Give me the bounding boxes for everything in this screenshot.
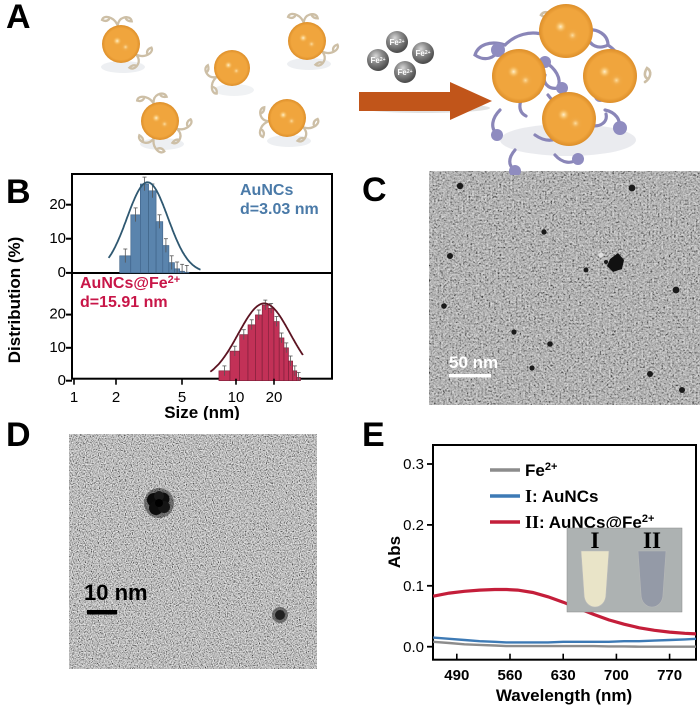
svg-text:770: 770: [657, 667, 682, 684]
svg-text:0.3: 0.3: [403, 456, 424, 473]
svg-text:Wavelength (nm): Wavelength (nm): [496, 686, 632, 705]
svg-text:560: 560: [497, 667, 522, 684]
svg-text:700: 700: [604, 667, 629, 684]
svg-text:Fe2+: Fe2+: [525, 461, 557, 480]
svg-text:II: II: [643, 528, 661, 553]
svg-text:0.2: 0.2: [403, 517, 424, 534]
svg-text:0.1: 0.1: [403, 578, 424, 595]
svg-text:0.0: 0.0: [403, 639, 424, 656]
svg-text:I: AuNCs: I: AuNCs: [525, 486, 598, 506]
svg-text:Abs: Abs: [385, 536, 404, 568]
svg-text:490: 490: [444, 667, 469, 684]
svg-text:I: I: [591, 528, 600, 553]
svg-text:630: 630: [551, 667, 576, 684]
